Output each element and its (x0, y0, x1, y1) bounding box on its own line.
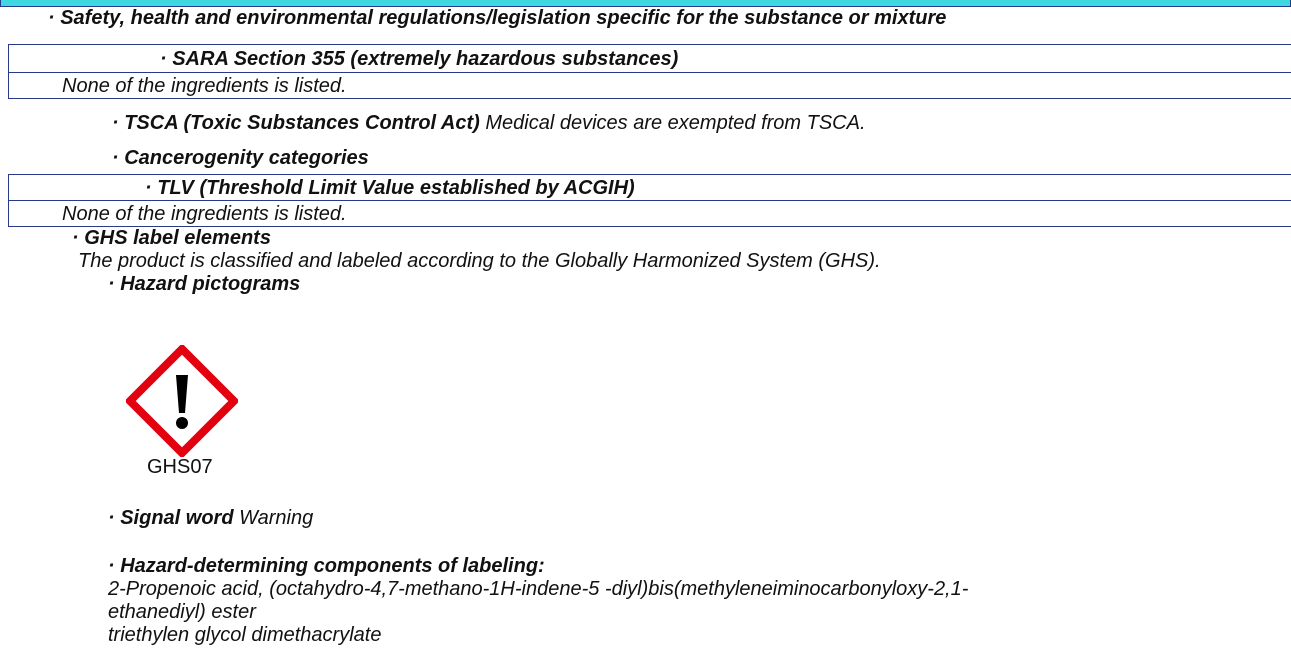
signal-title: · Signal word (108, 507, 234, 529)
rule (8, 174, 1291, 175)
signal-word: Warning (239, 507, 314, 529)
tsca-line: · TSCA (Toxic Substances Control Act) Me… (112, 112, 866, 134)
component: 2-Propenoic acid, (octahydro-4,7-methano… (108, 578, 969, 600)
pictogram (126, 345, 238, 457)
component: triethylen glycol dimethacrylate (108, 624, 382, 646)
sara-text: None of the ingredients is listed. (62, 75, 347, 97)
tlv-text: None of the ingredients is listed. (62, 203, 347, 225)
pictograms-title: · Hazard pictograms (108, 273, 301, 295)
rule (8, 200, 1291, 201)
rule (8, 44, 9, 98)
section-bar (0, 0, 1291, 7)
ghs-title: · GHS label elements (72, 227, 271, 249)
tsca-title: · TSCA (Toxic Substances Control Act) (112, 112, 480, 134)
components-title: · Hazard-determining components of label… (108, 555, 545, 577)
heading: · Safety, health and environmental regul… (48, 7, 947, 29)
tsca-text: Medical devices are exempted from TSCA. (485, 112, 866, 134)
tlv-title: · TLV (Threshold Limit Value established… (145, 177, 635, 199)
rule (8, 174, 9, 226)
sara-title: · SARA Section 355 (extremely hazardous … (160, 48, 679, 70)
rule (8, 226, 1291, 227)
rule (8, 44, 1291, 45)
rule (8, 72, 1291, 73)
ghs-text: The product is classified and labeled ac… (78, 250, 881, 272)
component: ethanediyl) ester (108, 601, 256, 623)
rule (8, 98, 1291, 99)
pictogram-label: GHS07 (147, 456, 213, 478)
signal-line: · Signal word Warning (108, 507, 313, 529)
cancerogenity-title: · Cancerogenity categories (112, 147, 369, 169)
